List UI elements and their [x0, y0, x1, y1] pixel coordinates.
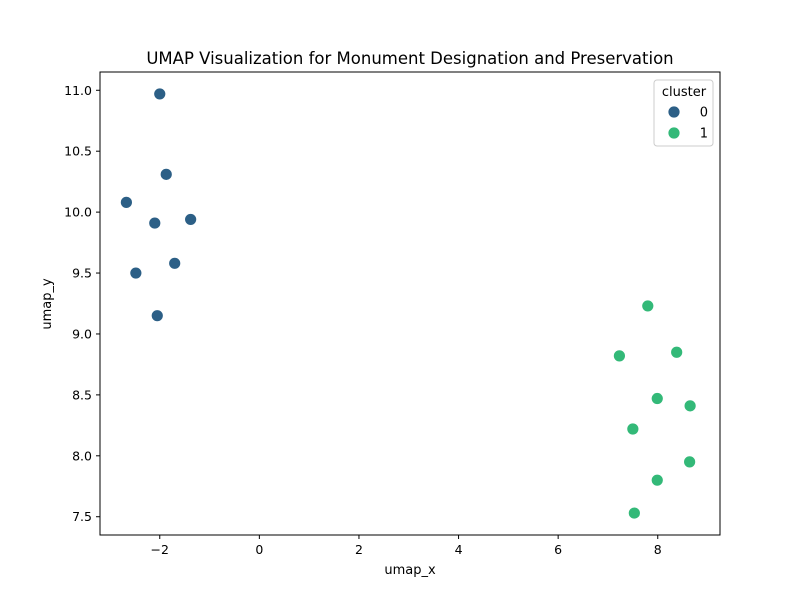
x-tick-label: 8 [654, 542, 662, 557]
legend-title: cluster [662, 85, 707, 100]
y-tick-label: 9.0 [72, 326, 92, 341]
legend-marker-1 [667, 126, 681, 140]
data-point-cluster-1 [683, 455, 697, 469]
legend-label-0: 0 [700, 106, 708, 121]
x-axis: −2 0 2 4 6 8 [151, 535, 662, 557]
legend-label-1: 1 [700, 127, 708, 142]
data-points [119, 87, 697, 520]
plot-area [99, 71, 721, 536]
y-axis-label: umap_y [40, 278, 55, 330]
x-tick-label: 0 [255, 542, 263, 557]
x-tick-label: 6 [554, 542, 562, 557]
data-point-cluster-0 [153, 87, 167, 101]
data-point-cluster-1 [650, 392, 664, 405]
legend-marker-0 [667, 105, 681, 119]
data-point-cluster-1 [683, 399, 697, 413]
data-point-cluster-1 [670, 345, 684, 359]
data-point-cluster-1 [626, 422, 640, 436]
data-point-cluster-0 [119, 195, 133, 209]
data-point-cluster-1 [613, 349, 626, 363]
y-tick-label: 10.0 [64, 205, 92, 220]
x-axis-label: umap_x [384, 563, 436, 578]
y-tick-label: 11.0 [64, 83, 92, 98]
x-tick-label: 4 [455, 542, 463, 557]
data-point-cluster-0 [159, 167, 173, 181]
data-point-cluster-0 [148, 216, 162, 230]
y-tick-label: 7.5 [72, 509, 92, 524]
y-tick-label: 8.0 [72, 448, 92, 463]
legend: cluster 0 1 [653, 79, 714, 147]
plot-frame [99, 71, 721, 536]
y-axis: 7.5 8.0 8.5 9.0 9.5 10.0 10.5 11.0 [64, 83, 100, 524]
x-tick-label: 2 [355, 542, 363, 557]
data-point-cluster-0 [150, 309, 164, 323]
chart-title: UMAP Visualization for Monument Designat… [146, 49, 673, 68]
data-point-cluster-1 [650, 473, 664, 487]
data-point-cluster-0 [129, 266, 143, 280]
y-tick-label: 9.5 [72, 266, 92, 281]
y-tick-label: 10.5 [64, 144, 92, 159]
data-point-cluster-1 [627, 506, 641, 520]
x-tick-label: −2 [151, 542, 169, 557]
data-point-cluster-0 [184, 213, 198, 226]
data-point-cluster-0 [168, 256, 182, 270]
y-tick-label: 8.5 [72, 387, 92, 402]
data-point-cluster-1 [641, 299, 655, 313]
